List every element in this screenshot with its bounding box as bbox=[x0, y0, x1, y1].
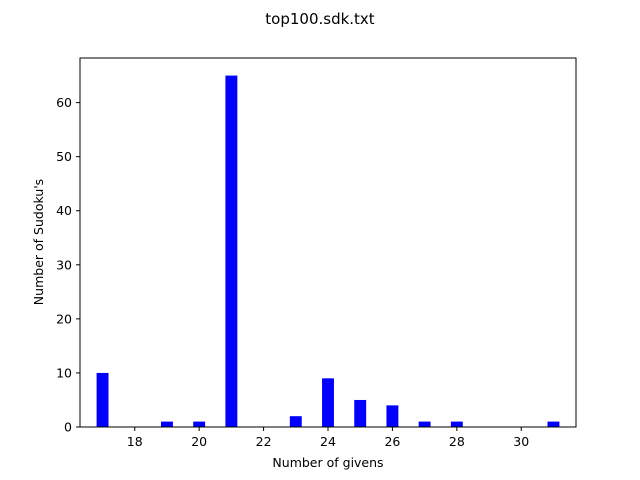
bar-26 bbox=[386, 405, 399, 427]
y-axis: 0 10 20 30 40 50 60 bbox=[56, 95, 80, 435]
y-axis-label: Number of Sudoku's bbox=[31, 179, 46, 305]
x-tick-label-24: 24 bbox=[320, 434, 336, 449]
x-tick-label-22: 22 bbox=[256, 434, 272, 449]
bar-21 bbox=[225, 75, 238, 428]
chart-title: top100.sdk.txt bbox=[265, 10, 375, 28]
bar-25 bbox=[354, 399, 367, 427]
x-axis-label: Number of givens bbox=[272, 455, 383, 470]
x-tick-label-30: 30 bbox=[513, 434, 529, 449]
y-tick-label-0: 0 bbox=[64, 420, 72, 435]
y-tick-label-40: 40 bbox=[56, 203, 72, 218]
bar-27 bbox=[418, 421, 431, 427]
bar-20 bbox=[193, 421, 206, 427]
bar-24 bbox=[322, 378, 334, 427]
x-tick-label-26: 26 bbox=[384, 434, 400, 449]
x-tick-label-18: 18 bbox=[127, 434, 143, 449]
y-tick-label-20: 20 bbox=[56, 311, 72, 326]
bar-17 bbox=[96, 372, 109, 427]
bar-28 bbox=[450, 421, 463, 427]
bar-series bbox=[96, 75, 560, 428]
plot-frame bbox=[79, 57, 577, 428]
y-tick-label-30: 30 bbox=[56, 257, 72, 272]
bar-31 bbox=[547, 421, 560, 427]
y-tick-label-50: 50 bbox=[56, 149, 72, 164]
y-tick-label-10: 10 bbox=[56, 365, 72, 380]
x-tick-label-28: 28 bbox=[449, 434, 465, 449]
x-axis: 18 20 22 24 26 28 30 bbox=[127, 427, 529, 449]
y-tick-label-60: 60 bbox=[56, 95, 72, 110]
x-tick-label-20: 20 bbox=[191, 434, 207, 449]
bar-19 bbox=[161, 421, 173, 427]
bar-23 bbox=[289, 416, 302, 427]
